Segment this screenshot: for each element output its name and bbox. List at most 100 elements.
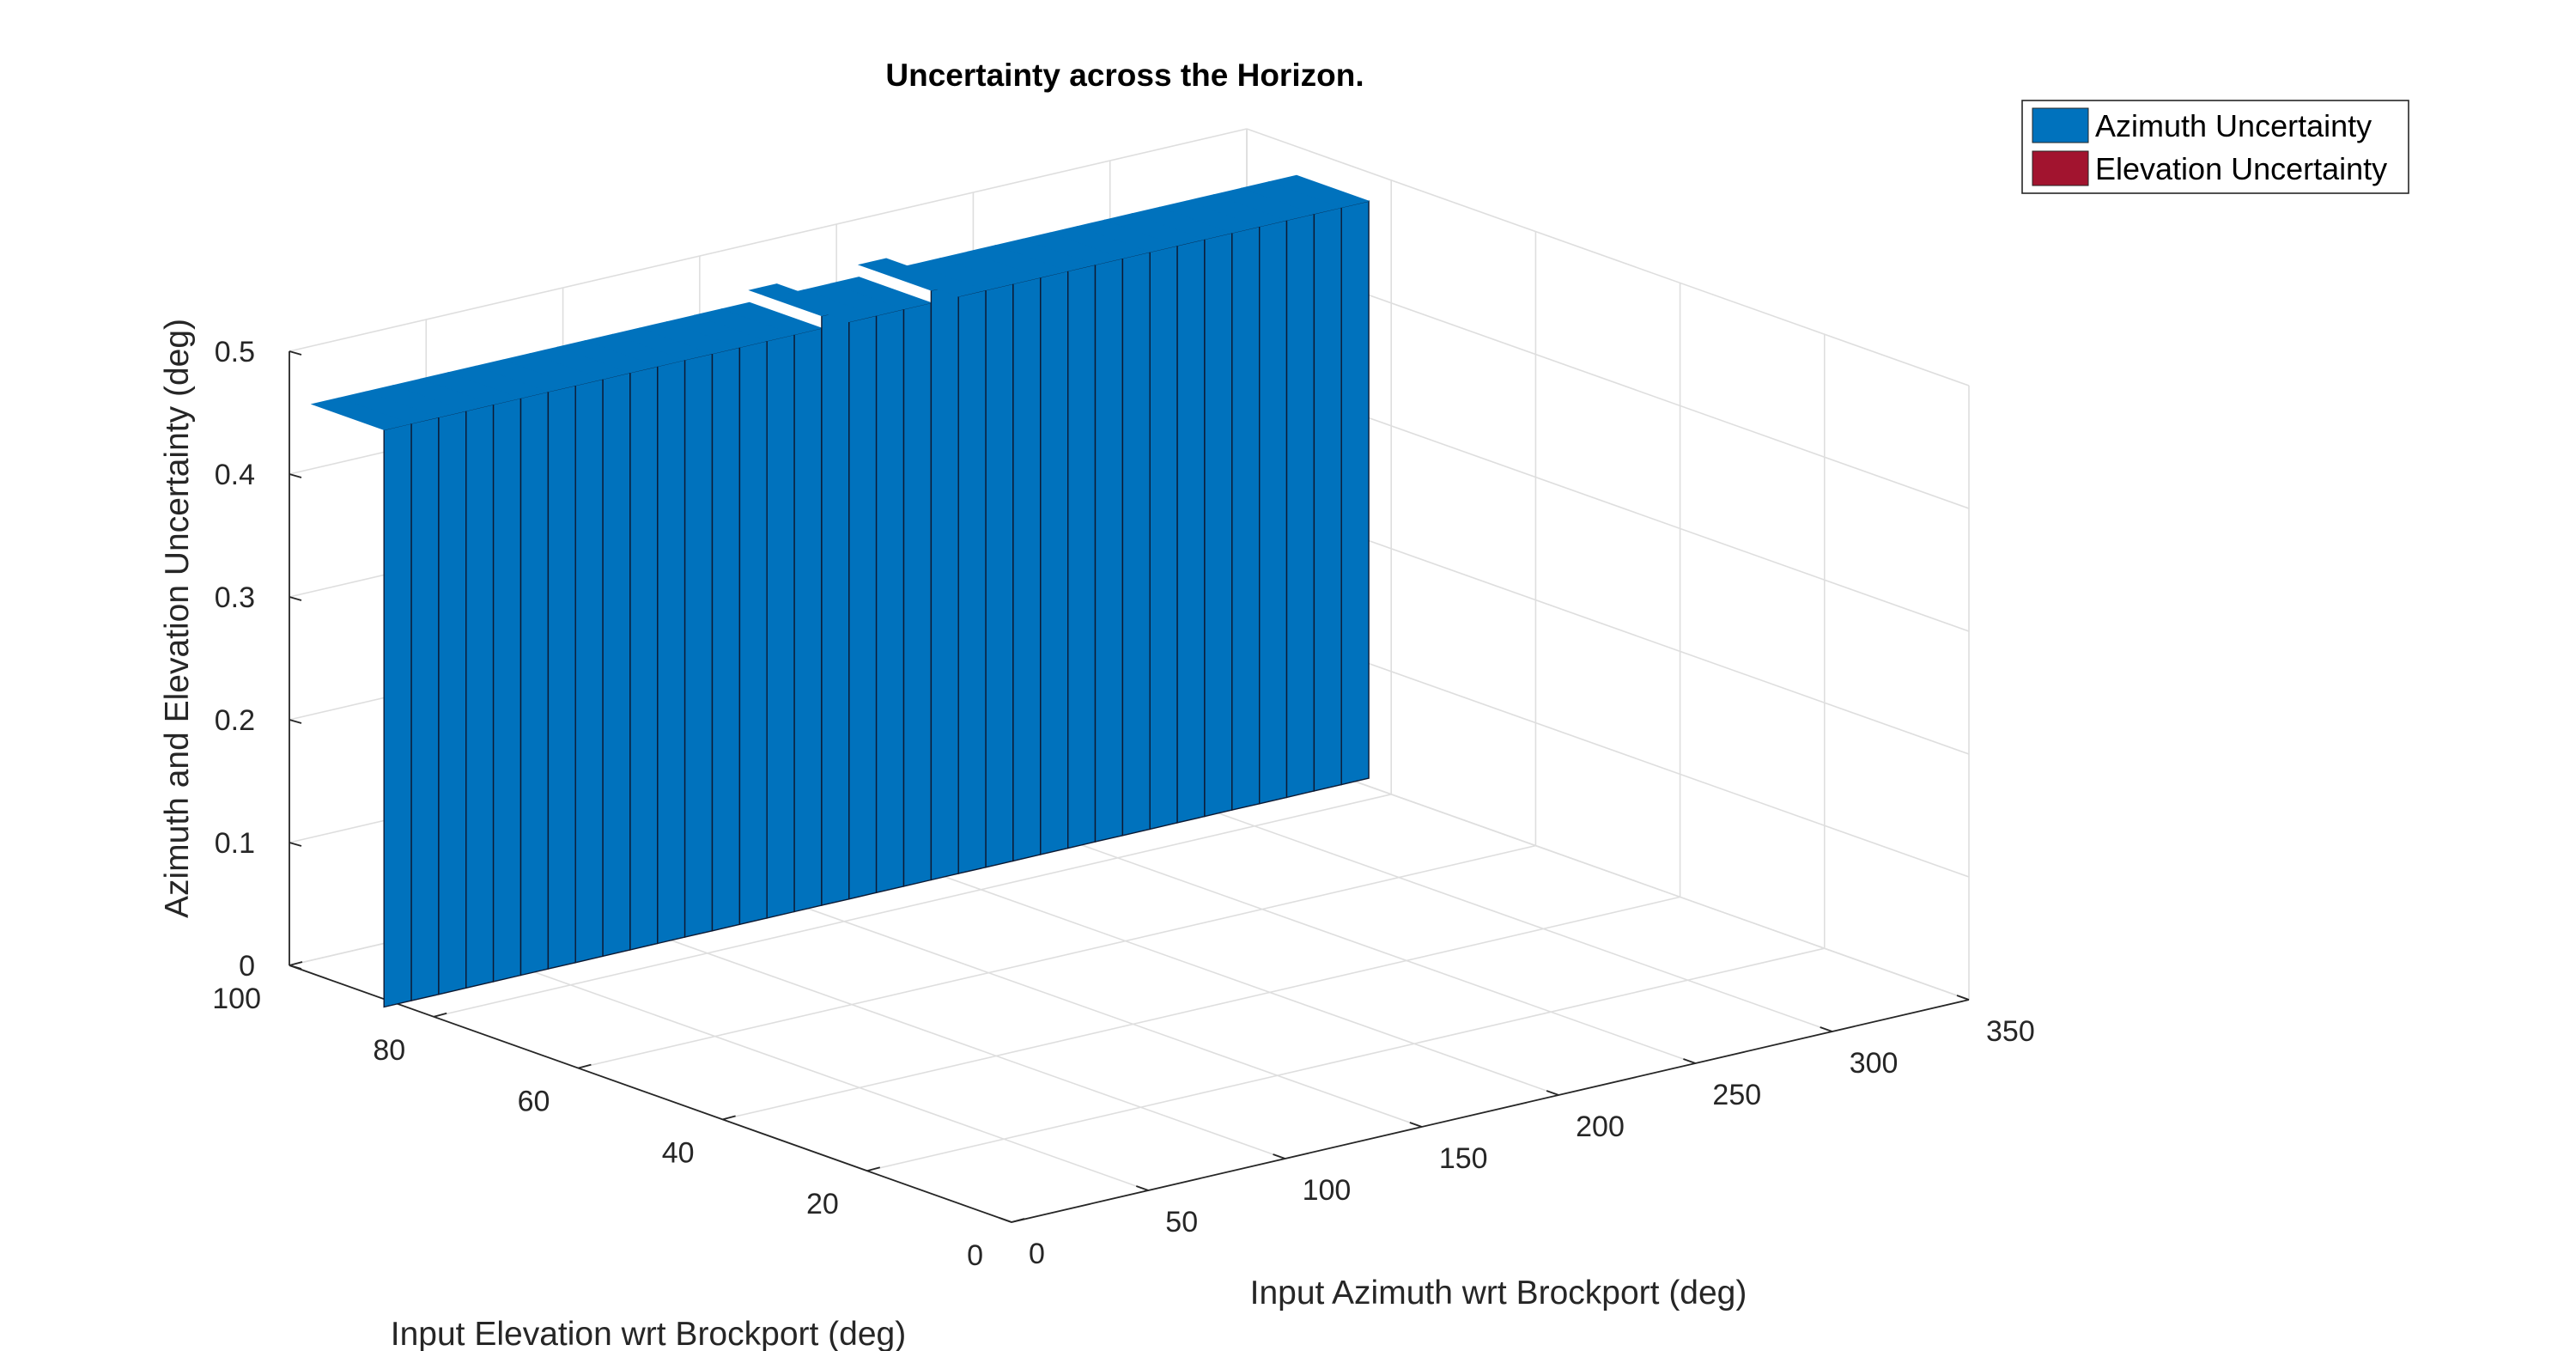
floor-grid-line: [426, 933, 1149, 1191]
x-tick-label: 100: [1303, 1174, 1352, 1207]
bar-front-face: [629, 365, 659, 951]
bar-front-face: [1258, 219, 1288, 805]
x-tick-mark: [1683, 1058, 1696, 1064]
x-axis-line: [1011, 999, 1970, 1223]
side-wall-grid-line: [1246, 128, 1970, 386]
floor-grid-line: [434, 794, 1392, 1018]
floor-grid-line: [722, 896, 1680, 1121]
y-tick-label: 80: [373, 1034, 405, 1067]
legend-label-elevation: Elevation Uncertainty: [2095, 151, 2387, 186]
x-tick-mark: [1135, 1185, 1149, 1191]
z-tick-mark: [289, 965, 302, 970]
x-tick-mark: [1820, 1026, 1833, 1032]
z-tick-label: 0.2: [215, 704, 255, 737]
bar-front-face: [1285, 213, 1315, 799]
bar-front-face: [902, 301, 933, 887]
z-tick-label: 0.3: [215, 581, 255, 614]
bar-front-face: [547, 384, 576, 970]
bar-front-face: [957, 289, 987, 874]
z-tick-label: 0.5: [215, 336, 255, 368]
bar-top-face: [829, 277, 933, 310]
y-tick-mark: [1011, 1218, 1025, 1223]
x-tick-label: 0: [1029, 1238, 1045, 1270]
tick-labels: 05010015020025030035002040608010000.10.2…: [212, 336, 2034, 1272]
bar-front-face: [1204, 232, 1233, 818]
bar-front-face: [519, 391, 550, 977]
x-tick-mark: [1546, 1090, 1559, 1096]
y-tick-label: 0: [967, 1239, 983, 1272]
bar-front-face: [574, 378, 604, 964]
bar-front-face: [438, 410, 467, 995]
floor-grid-line: [835, 837, 1559, 1096]
z-axis-label: Azimuth and Elevation Uncertainty (deg): [159, 319, 196, 918]
z-tick-mark: [289, 473, 302, 478]
floor-grid-line: [973, 806, 1696, 1064]
bar-front-face: [1012, 277, 1042, 862]
x-tick-mark: [1956, 995, 1970, 1001]
floor-grid-line: [1109, 774, 1832, 1032]
z-tick-mark: [289, 350, 302, 356]
x-tick-label: 350: [1986, 1015, 2035, 1048]
y-axis-label: Input Elevation wrt Brockport (deg): [391, 1316, 906, 1351]
legend: Azimuth Uncertainty Elevation Uncertaint…: [2021, 100, 2409, 194]
bar-front-face: [1066, 264, 1097, 849]
x-tick-label: 150: [1439, 1142, 1488, 1175]
z-tick-mark: [289, 719, 302, 724]
legend-swatch-elevation: [2032, 150, 2089, 186]
back-wall-grid-line: [289, 128, 1248, 352]
bar-front-face: [738, 339, 768, 926]
x-tick-mark: [1409, 1122, 1423, 1128]
bar-front-face: [985, 283, 1014, 868]
z-tick-label: 0.4: [215, 459, 255, 491]
x-tick-label: 300: [1850, 1047, 1899, 1080]
bar-front-face: [1040, 270, 1069, 855]
bar-front-face: [821, 308, 850, 906]
legend-label-azimuth: Azimuth Uncertainty: [2095, 108, 2372, 143]
x-tick-mark: [1273, 1153, 1285, 1159]
z-tick-mark: [289, 842, 302, 847]
bar-front-face: [848, 314, 878, 900]
side-wall-grid-line: [1246, 742, 1970, 1001]
axes: [289, 350, 1970, 1223]
bar-front-face: [711, 346, 741, 932]
y-tick-mark: [289, 961, 303, 966]
z-tick-mark: [289, 596, 302, 601]
floor-grid-line: [562, 901, 1285, 1159]
x-axis-label: Input Azimuth wrt Brockport (deg): [1250, 1275, 1747, 1311]
bar-front-face: [1121, 251, 1151, 837]
bar-front-face: [1231, 225, 1261, 811]
z-tick-label: 0: [239, 950, 255, 983]
bar-front-face: [1094, 257, 1124, 843]
floor-grid-line: [699, 869, 1423, 1128]
bar-front-face: [683, 352, 714, 938]
legend-swatch-azimuth: [2032, 107, 2089, 143]
x-tick-label: 250: [1712, 1079, 1761, 1111]
y-tick-mark: [866, 1166, 881, 1172]
bar-front-face: [1313, 206, 1342, 792]
x-tick-label: 200: [1576, 1111, 1625, 1143]
bar-front-face: [657, 359, 686, 945]
bar-front-face: [465, 403, 495, 989]
bar-top-face: [720, 301, 823, 335]
bar-front-face: [793, 327, 823, 913]
y-tick-mark: [722, 1115, 736, 1121]
bar-front-face: [930, 283, 959, 881]
bar-top-face: [1267, 174, 1370, 208]
bar-front-face: [875, 307, 905, 894]
chart-title: Uncertainty across the Horizon.: [885, 58, 1364, 93]
bar-front-face: [1176, 238, 1206, 824]
y-tick-label: 100: [212, 983, 261, 1015]
y-axis-line: [289, 965, 1012, 1223]
y-tick-mark: [433, 1012, 447, 1018]
bar-front-face: [492, 397, 522, 983]
x-tick-label: 50: [1165, 1206, 1198, 1238]
bar-front-face: [602, 371, 631, 958]
bar-front-face: [766, 333, 795, 919]
y-tick-label: 40: [662, 1136, 695, 1169]
y-tick-mark: [578, 1063, 592, 1069]
floor-grid-line: [578, 844, 1536, 1069]
z-tick-label: 0.1: [215, 827, 255, 860]
y-tick-label: 20: [806, 1188, 839, 1220]
x-tick-mark: [999, 1217, 1012, 1223]
